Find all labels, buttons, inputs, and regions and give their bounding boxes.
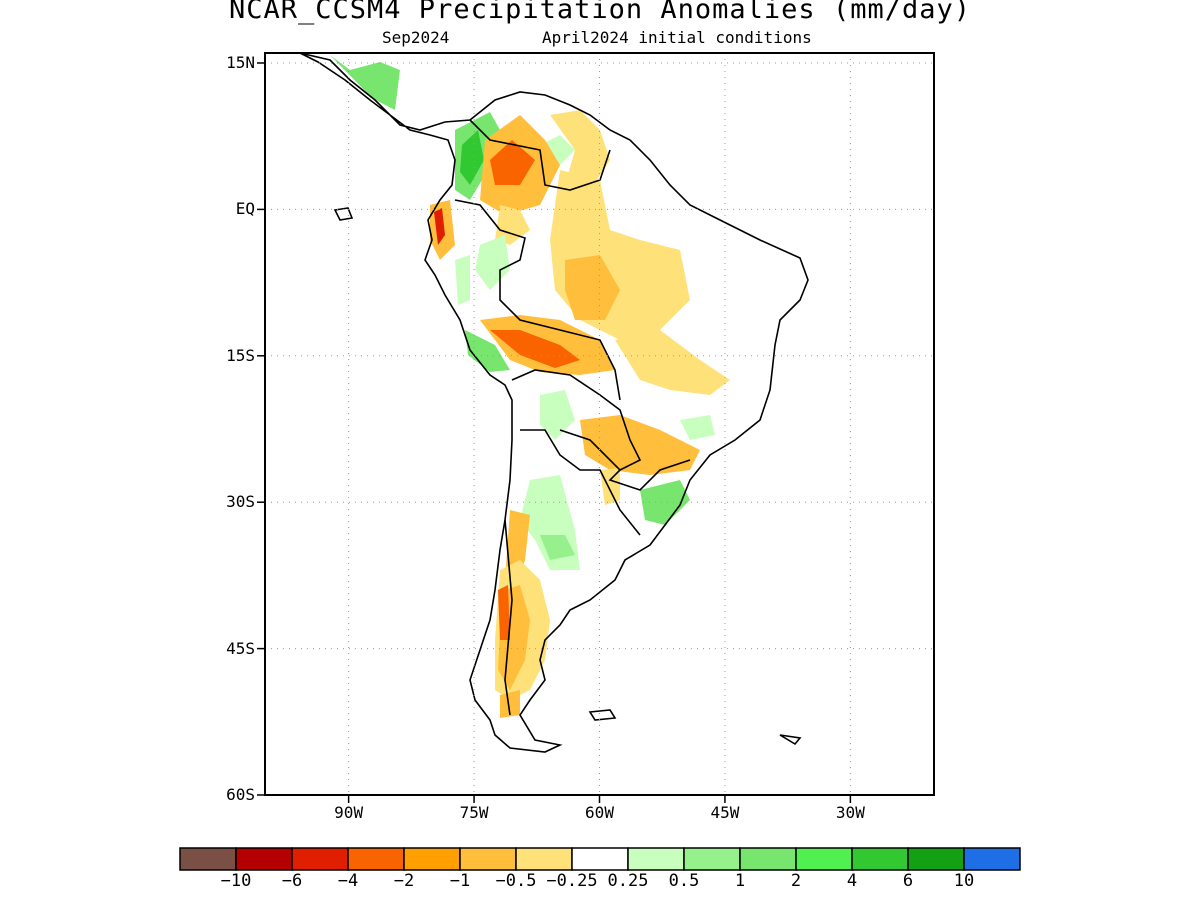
coastlines xyxy=(299,52,809,753)
colorbar-label: 0.5 xyxy=(668,871,700,891)
colorbar-label: 2 xyxy=(790,871,802,891)
longitude-label: 45W xyxy=(710,803,740,822)
axis-ticks xyxy=(257,62,852,803)
colorbar-swatch xyxy=(851,847,909,871)
colorbar-swatch xyxy=(179,847,237,871)
colorbar-swatch xyxy=(963,847,1021,871)
chart-title: NCAR_CCSM4 Precipitation Anomalies (mm/d… xyxy=(229,0,971,25)
colorbar-label: −0.5 xyxy=(495,871,537,891)
latitude-label: 60S xyxy=(226,785,255,804)
colorbar-swatch xyxy=(515,847,573,871)
longitude-label: 90W xyxy=(334,803,364,822)
colorbar-label: −6 xyxy=(281,871,303,891)
latitude-label: EQ xyxy=(235,199,255,219)
latitude-label: 15S xyxy=(226,345,255,365)
colorbar-swatch xyxy=(907,847,965,871)
latitude-label: 15N xyxy=(226,53,255,72)
colorbar-label: 10 xyxy=(953,871,975,891)
colorbar-label: −0.25 xyxy=(546,871,598,891)
colorbar-label: 1 xyxy=(734,871,746,891)
colorbar-label: 4 xyxy=(846,871,858,891)
colorbar-swatch xyxy=(739,847,797,871)
anomaly-shading xyxy=(330,55,730,718)
initial-conditions: April2024 initial conditions xyxy=(542,28,812,47)
colorbar-swatch xyxy=(403,847,461,871)
colorbar-swatch xyxy=(459,847,517,871)
graticule xyxy=(265,53,934,796)
colorbar-label: 6 xyxy=(902,871,914,891)
colorbar-swatch xyxy=(235,847,293,871)
longitude-label: 75W xyxy=(459,803,489,822)
colorbar-swatch xyxy=(347,847,405,871)
colorbar-label: −4 xyxy=(337,871,359,891)
colorbar-swatch xyxy=(571,847,629,871)
colorbar-swatch xyxy=(795,847,853,871)
colorbar-swatch xyxy=(291,847,349,871)
latitude-label: 30S xyxy=(226,492,255,512)
colorbar-label: 0.25 xyxy=(607,871,649,891)
forecast-month: Sep2024 xyxy=(382,28,450,47)
colorbar-label: −2 xyxy=(393,871,415,891)
colorbar-label: −10 xyxy=(220,871,252,891)
colorbar-swatch xyxy=(683,847,741,871)
latitude-label: 45S xyxy=(226,638,255,658)
longitude-label: 60W xyxy=(585,803,614,822)
colorbar-swatch xyxy=(627,847,685,871)
colorbar-label: −1 xyxy=(449,871,471,891)
longitude-label: 30W xyxy=(835,803,865,822)
